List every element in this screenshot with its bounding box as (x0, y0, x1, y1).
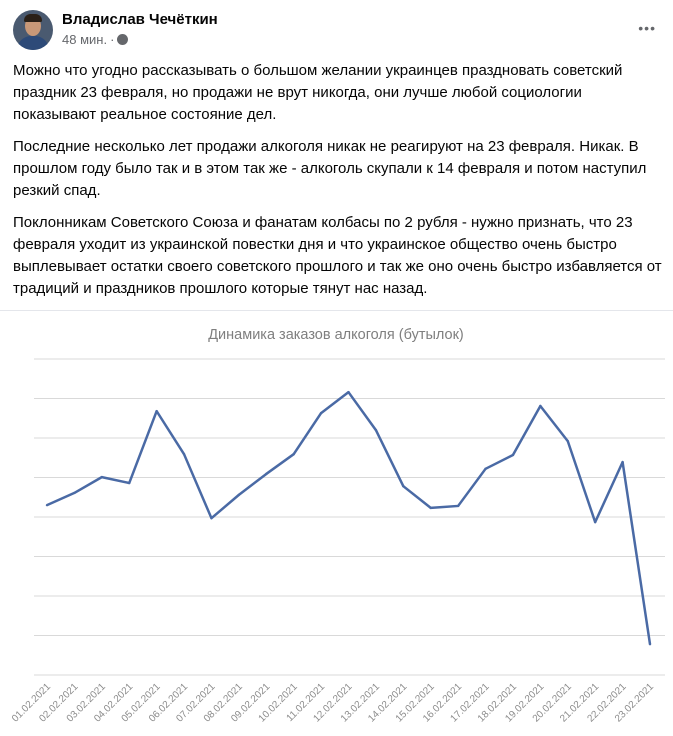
data-point (402, 484, 405, 488)
series-line (46, 390, 652, 645)
data-point (292, 452, 295, 456)
paragraph: Можно что угодно рассказывать о большом … (13, 62, 623, 123)
data-point (265, 472, 268, 476)
data-point (374, 428, 378, 432)
post-header: Владислав Чечёткин 48 мин. · ••• (0, 0, 673, 50)
globe-icon (117, 34, 129, 45)
data-point (347, 390, 350, 394)
data-point (73, 491, 76, 495)
data-point (237, 493, 241, 497)
data-point (45, 503, 49, 507)
post-time[interactable]: 48 мин. (62, 32, 108, 47)
separator: · (110, 32, 115, 47)
data-point (648, 642, 652, 646)
data-point (319, 411, 323, 415)
avatar[interactable] (13, 10, 53, 50)
data-point (155, 409, 158, 413)
paragraph: Поклонникам Советского Союза и фанатам к… (13, 214, 662, 297)
data-point (621, 460, 624, 464)
post-text: Можно что угодно рассказывать о большом … (13, 60, 665, 300)
data-point (128, 481, 131, 485)
line-chart[interactable]: Динамика заказов алкоголя (бутылок) 01.0… (0, 311, 673, 736)
data-point (539, 404, 542, 408)
data-point (100, 475, 104, 479)
data-point (182, 452, 186, 456)
data-point (566, 439, 569, 443)
more-options-icon[interactable]: ••• (638, 20, 656, 36)
data-point (484, 467, 487, 471)
data-point (456, 504, 460, 508)
data-point (429, 506, 432, 510)
chart-title: Динамика заказов алкоголя (бутылок) (208, 327, 464, 343)
data-point (511, 453, 515, 457)
author-name[interactable]: Владислав Чечёткин (62, 11, 218, 28)
paragraph: Последние несколько лет продажи алкоголя… (13, 138, 647, 199)
data-point (593, 520, 597, 524)
divider (0, 310, 673, 311)
data-point (210, 516, 213, 520)
